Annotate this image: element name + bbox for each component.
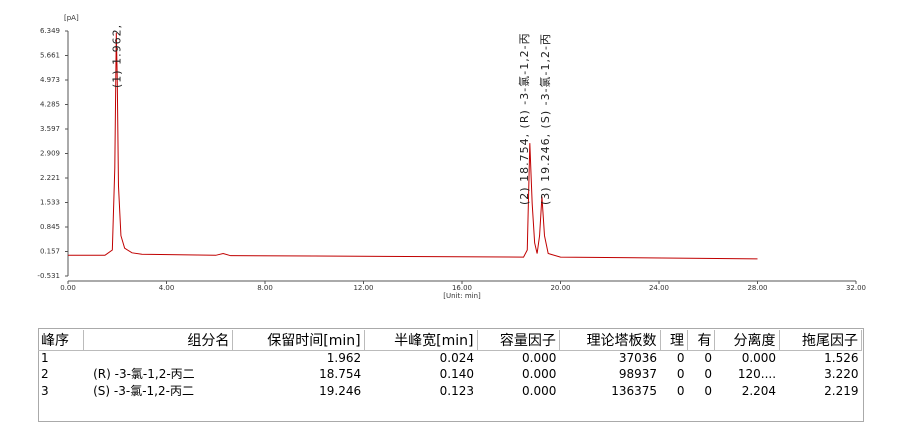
table-cell: 0 bbox=[704, 383, 712, 398]
column-header: 有 bbox=[687, 330, 716, 351]
table-cell: 1.526 bbox=[824, 351, 859, 365]
header-row: 峰序 组分名 保留时间[min] 半峰宽[min] 容量因子 理论塔板数理有分离度 拖尾因子 bbox=[38, 330, 863, 351]
table-cell bbox=[83, 351, 233, 366]
peak-label: (3) 19.246, (S) -3-氯-1,2-丙 bbox=[538, 33, 552, 205]
table-row[interactable]: 2 (R) -3-氯-1,2-丙二 18.754 0.140 0.000 98937 0 0 1… bbox=[38, 365, 862, 382]
table-cell: 2.219 bbox=[824, 383, 859, 398]
table-cell: 19.246 bbox=[319, 383, 362, 398]
column-header: 容量因子 bbox=[477, 330, 560, 351]
table-cell: 0 bbox=[704, 366, 712, 381]
table-cell: 2 bbox=[41, 366, 49, 381]
y-tick-label: 4.285 bbox=[40, 101, 60, 109]
chromatogram: [pA] [Unit: min] -0.531 0.157 0.845 1.533 2.… bbox=[37, 14, 866, 300]
y-tick-label: 5.661 bbox=[40, 52, 60, 60]
column-header: 理 bbox=[660, 330, 689, 351]
x-tick-label: 24.00 bbox=[649, 284, 669, 292]
x-tick-label: 0.00 bbox=[60, 284, 76, 292]
table-cell: 0 bbox=[676, 366, 685, 381]
table-cell: 0 bbox=[704, 351, 712, 365]
table-row[interactable]: 3 (S) -3-氯-1,2-丙二 19.246 0.123 0.000 136375 0 0… bbox=[38, 382, 862, 399]
x-tick-label: 8.00 bbox=[257, 284, 273, 292]
table-cell: 0.140 bbox=[439, 366, 474, 381]
x-tick-label: 16.00 bbox=[452, 284, 472, 292]
x-tick-label: 4.00 bbox=[159, 284, 175, 292]
y-tick-label: 2.909 bbox=[40, 150, 60, 158]
column-header: 半峰宽[min] bbox=[364, 330, 478, 351]
peak-table: 峰序 组分名 保留时间[min] 半峰宽[min] 容量因子 理论塔板数理有分离度 拖尾因子… bbox=[38, 330, 863, 399]
table-cell: 0.000 bbox=[522, 351, 557, 365]
table-cell: 18.754 bbox=[319, 366, 362, 381]
x-axis-label: [Unit: min] bbox=[443, 292, 481, 300]
table-cell: 1 bbox=[41, 351, 49, 365]
peak-label: (2) 18.754, (R) -3-氯-1,2-丙 bbox=[517, 32, 531, 205]
peak-label: (1) 1.962, bbox=[110, 24, 123, 88]
column-header: 峰序 bbox=[38, 330, 84, 351]
column-header: 组分名 bbox=[83, 330, 234, 351]
column-header: 拖尾因子 bbox=[779, 330, 863, 351]
y-tick-label: 0.157 bbox=[40, 248, 60, 256]
y-axis-label: [pA] bbox=[64, 14, 79, 22]
table-cell: 3.220 bbox=[824, 366, 859, 381]
x-tick-label: 12.00 bbox=[353, 284, 373, 292]
table-frame bbox=[38, 328, 864, 422]
table-cell: 120.... bbox=[737, 366, 777, 381]
y-tick-label: 4.973 bbox=[40, 76, 60, 84]
table-cell: 0 bbox=[676, 351, 685, 365]
table-cell: 0 bbox=[676, 383, 685, 398]
table-cell: 136375 bbox=[611, 383, 658, 398]
table-cell: 0.000 bbox=[741, 351, 777, 365]
y-tick-label: 6.349 bbox=[40, 27, 60, 35]
column-header: 分离度 bbox=[714, 330, 780, 351]
table-cell: 0.000 bbox=[522, 383, 557, 398]
trace bbox=[68, 32, 758, 260]
table-cell: 3 bbox=[41, 383, 49, 398]
column-header: 保留时间[min] bbox=[232, 330, 365, 351]
x-tick-label: 20.00 bbox=[550, 284, 570, 292]
table-cell: (S) -3-氯-1,2-丙二 bbox=[93, 384, 194, 398]
y-tick-label: 2.221 bbox=[40, 174, 60, 182]
x-tick-label: 28.00 bbox=[747, 284, 767, 292]
y-tick-label: 1.533 bbox=[40, 199, 60, 207]
y-tick-label: -0.531 bbox=[37, 272, 60, 280]
table-row[interactable]: 1 1.962 0.024 0.000 37036 0 0 0.000 1.526 bbox=[38, 351, 862, 366]
table-cell: 37036 bbox=[618, 351, 658, 365]
table-cell: 0.024 bbox=[439, 351, 474, 365]
table-cell: (R) -3-氯-1,2-丙二 bbox=[93, 367, 195, 381]
column-header: 理论塔板数 bbox=[559, 330, 661, 351]
x-tick-label: 32.00 bbox=[846, 284, 866, 292]
table-cell: 2.204 bbox=[741, 383, 777, 398]
y-tick-label: 0.845 bbox=[40, 223, 60, 231]
table-cell: 98937 bbox=[618, 366, 658, 381]
table-cell: 0.123 bbox=[439, 383, 474, 398]
table-cell: 1.962 bbox=[326, 351, 362, 365]
table-cell: 0.000 bbox=[522, 366, 557, 381]
y-tick-label: 3.597 bbox=[40, 125, 60, 133]
